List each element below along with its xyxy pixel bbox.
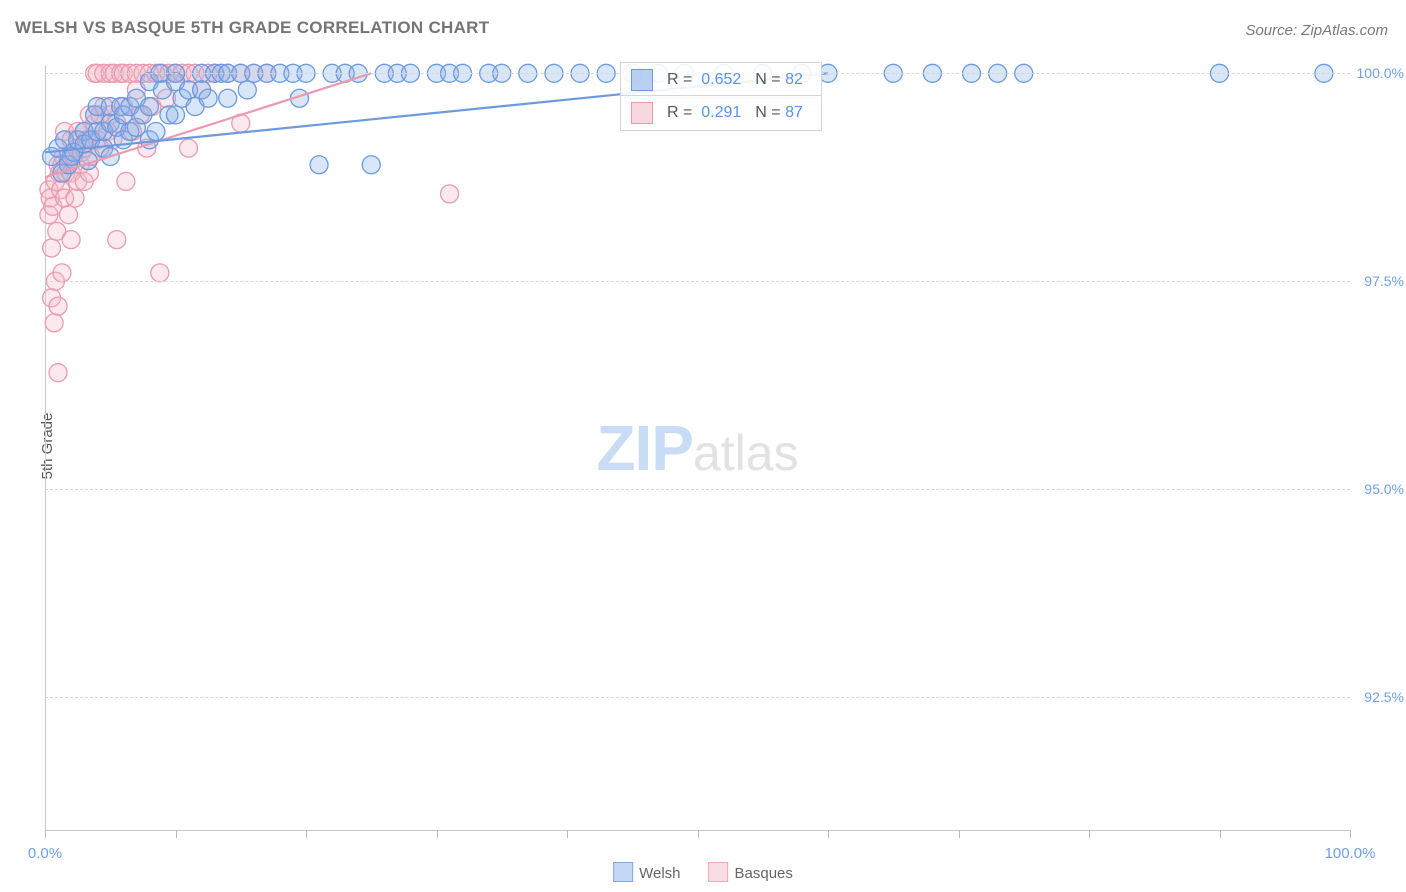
x-tick [437, 830, 438, 838]
x-tick [1220, 830, 1221, 838]
gridline [45, 489, 1350, 490]
x-tick [176, 830, 177, 838]
welsh-point [140, 98, 158, 116]
welsh-swatch-icon [613, 862, 633, 882]
x-tick [959, 830, 960, 838]
basques-point [180, 139, 198, 157]
legend-item-basques: Basques [709, 862, 793, 882]
welsh-swatch-icon [631, 69, 653, 91]
basques-point [43, 239, 61, 257]
x-tick-label: 100.0% [1325, 845, 1376, 862]
stats-box-basques: R = 0.291N = 87 [620, 95, 822, 131]
x-tick [1350, 830, 1351, 838]
welsh-point [147, 123, 165, 141]
basques-swatch-icon [631, 102, 653, 124]
y-tick-label: 97.5% [1364, 273, 1404, 289]
welsh-point [362, 156, 380, 174]
welsh-point [310, 156, 328, 174]
basques-point [441, 185, 459, 203]
welsh-point [199, 89, 217, 107]
welsh-point [219, 89, 237, 107]
basques-point [49, 364, 67, 382]
basques-point [108, 231, 126, 249]
basques-point [45, 314, 63, 332]
x-tick [45, 830, 46, 838]
basques-point [59, 206, 77, 224]
basques-swatch-icon [709, 862, 729, 882]
x-tick [306, 830, 307, 838]
chart-title: WELSH VS BASQUE 5TH GRADE CORRELATION CH… [15, 18, 489, 38]
chart-source: Source: ZipAtlas.com [1245, 22, 1388, 39]
welsh-point [167, 106, 185, 124]
basques-point [117, 172, 135, 190]
y-tick-label: 100.0% [1357, 65, 1404, 81]
x-tick-label: 0.0% [28, 845, 62, 862]
x-tick [1089, 830, 1090, 838]
y-tick-label: 92.5% [1364, 689, 1404, 705]
legend: Welsh Basques [613, 862, 793, 882]
basques-point [62, 231, 80, 249]
x-tick [828, 830, 829, 838]
basques-point [151, 264, 169, 282]
gridline [45, 697, 1350, 698]
x-tick [698, 830, 699, 838]
gridline [45, 281, 1350, 282]
legend-item-welsh: Welsh [613, 862, 680, 882]
basques-point [53, 264, 71, 282]
stats-box-welsh: R = 0.652N = 82 [620, 62, 822, 98]
y-tick-label: 95.0% [1364, 481, 1404, 497]
x-tick [567, 830, 568, 838]
basques-point [66, 189, 84, 207]
chart-svg [45, 65, 1350, 830]
plot-area: ZIPatlas 92.5%95.0%97.5%100.0%0.0%100.0%… [45, 65, 1350, 831]
welsh-point [238, 81, 256, 99]
basques-point [49, 297, 67, 315]
